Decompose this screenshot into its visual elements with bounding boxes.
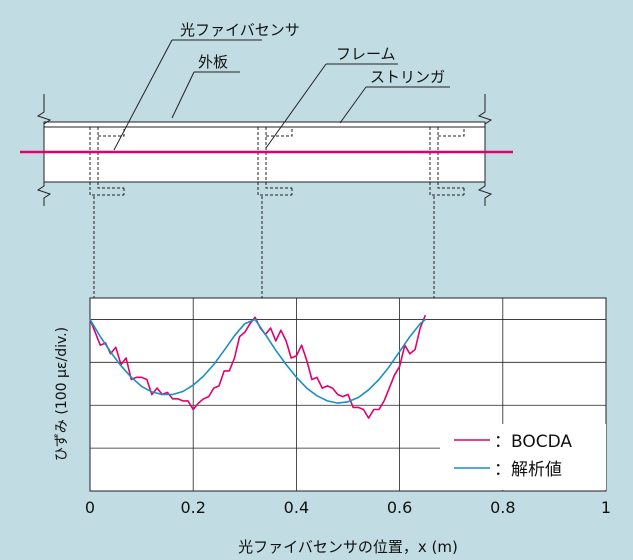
leader-fiber: [113, 39, 262, 151]
frame-2: [257, 127, 293, 196]
series-analysis-line: [89, 318, 426, 404]
legend-analysis-label: ：解析値: [494, 460, 562, 480]
x-tick-label: 0.2: [180, 498, 205, 517]
frames: [89, 127, 465, 196]
leaders: [113, 39, 450, 151]
x-tick-label: 0.6: [387, 498, 412, 517]
projection-lines: [93, 196, 435, 298]
x-tick-label: 0: [85, 498, 95, 517]
grid: [89, 298, 607, 492]
leader-skin: [171, 71, 240, 119]
frame-1: [89, 127, 125, 196]
left-break-bottom: [36, 168, 52, 206]
right-break-top: [477, 94, 493, 140]
right-break-bottom: [477, 168, 493, 206]
x-tick-label: 0.4: [284, 498, 309, 517]
y-axis-label: ひずみ (100 με/div.): [54, 327, 70, 461]
structure-diagram: 光ファイバセンサ 外板 フレーム ストリンガ: [20, 21, 513, 206]
label-skin: 外板: [198, 53, 228, 71]
x-tick-labels: 0 0.2 0.4 0.6 0.8 1: [85, 498, 611, 517]
series-lines: [89, 314, 427, 419]
x-tick-label: 0.8: [490, 498, 515, 517]
legend: ：BOCDA ：解析値: [440, 424, 606, 490]
x-tick-label: 1: [601, 498, 611, 517]
label-stringer: ストリンガ: [370, 68, 445, 86]
left-break-top: [36, 94, 52, 140]
legend-bocda-label: ：BOCDA: [494, 432, 572, 452]
leader-stringer: [339, 86, 450, 124]
legend-box: [440, 424, 606, 490]
frame-3: [429, 127, 465, 196]
x-axis-label: 光ファイバセンサの位置，x (m): [238, 538, 458, 556]
strain-chart: 0 0.2 0.4 0.6 0.8 1 ひずみ (100 με/div.) 光ファイバセン…: [54, 297, 611, 556]
leader-frame: [265, 63, 398, 149]
label-frame: フレーム: [336, 45, 396, 63]
label-fiber-sensor: 光ファイバセンサ: [180, 21, 300, 39]
